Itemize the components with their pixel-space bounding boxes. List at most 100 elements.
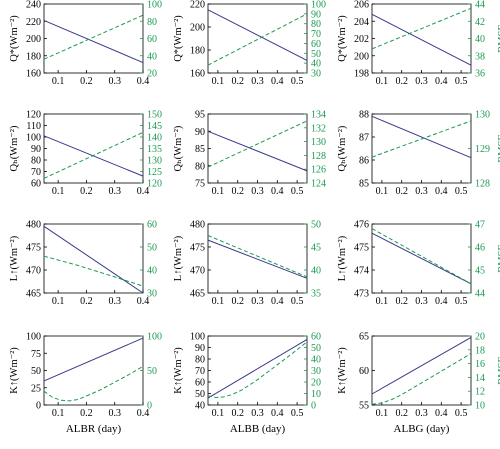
subplot-7: 0.1 0.2 0.3 0.4 465 470 475 480 30 40 50 60 L↑(Wm⁻²): [9, 220, 157, 308]
x-tick-label: 0.4: [137, 408, 150, 419]
y-tick-label: 100: [190, 332, 205, 343]
x-tick-label: 0.3: [108, 296, 121, 307]
y2-tick-label: 120: [147, 179, 162, 190]
y2-tick-label: 80: [311, 19, 321, 30]
y-tick-label: 87: [359, 133, 369, 144]
y2-tick-label: 40: [311, 355, 321, 366]
flux-series-line: [207, 338, 308, 399]
y-tick-label: 476: [354, 220, 369, 231]
y-axis-label: Q*(Wm⁻²): [173, 15, 184, 62]
y2-tick-label: 20: [311, 378, 321, 389]
x-tick-label: 0.4: [271, 408, 284, 419]
y2-tick-label: 40: [147, 266, 157, 277]
x-tick-label: 0.5: [455, 76, 468, 87]
y-tick-label: 200: [26, 34, 41, 45]
y2-tick-label: 134: [311, 110, 326, 121]
y-tick-label: 198: [354, 69, 369, 80]
y-tick-label: 470: [26, 266, 41, 277]
y2-tick-label: 60: [147, 220, 157, 231]
y-tick-label: 75: [31, 349, 41, 360]
x-tick-label: 0.3: [251, 408, 264, 419]
rmse-series-line: [43, 365, 144, 402]
rmse-series-line: [207, 341, 308, 399]
x-tick-label: 0.4: [435, 186, 448, 197]
y2-tick-label: 60: [311, 39, 321, 50]
y-axis-label: Qₕ(Wm⁻²): [337, 125, 348, 171]
y2-tick-label: 125: [147, 167, 162, 178]
y-tick-label: 40: [195, 401, 205, 412]
flux-series-line: [207, 9, 308, 61]
x-tick-label: 0.2: [231, 76, 244, 87]
x-tick-label: 0.2: [80, 186, 93, 197]
y2-tick-label: 135: [147, 144, 162, 155]
y2-tick-label: 130: [475, 110, 490, 121]
y2-tick-label: 20: [475, 332, 485, 343]
x-axis-label: ALBB (day): [230, 423, 286, 435]
y2-tick-label: 35: [311, 289, 321, 300]
y-tick-label: 80: [195, 161, 205, 172]
x-tick-label: 0.2: [231, 408, 244, 419]
y-tick-label: 75: [195, 179, 205, 190]
y-tick-label: 470: [190, 266, 205, 277]
flux-series-line: [43, 337, 144, 382]
y2-tick-label: 10: [475, 401, 485, 412]
y2-tick-label: 145: [147, 121, 162, 132]
y2-tick-label: 40: [475, 34, 485, 45]
y-tick-label: 475: [354, 243, 369, 254]
y2-tick-label: 10: [311, 389, 321, 400]
y-tick-label: 50: [31, 366, 41, 377]
y2-tick-label: 45: [311, 243, 321, 254]
y2-tick-label: 30: [311, 69, 321, 80]
y2-tick-label: 50: [311, 49, 321, 60]
x-tick-label: 0.1: [52, 186, 65, 197]
y-tick-label: 65: [359, 332, 369, 343]
plot-frame: [43, 113, 144, 184]
x-tick-label: 0.2: [231, 186, 244, 197]
y-axis-label: L↑(Wm⁻²): [9, 235, 20, 281]
y-tick-label: 480: [190, 220, 205, 231]
x-tick-label: 0.1: [376, 76, 389, 87]
x-tick-label: 0.3: [108, 408, 121, 419]
x-tick-label: 0.1: [376, 296, 389, 307]
y2-tick-label: 38: [475, 51, 485, 62]
x-tick-label: 0.1: [52, 76, 65, 87]
x-tick-label: 0.3: [108, 76, 121, 87]
y2-tick-label: 80: [147, 17, 157, 28]
x-tick-label: 0.1: [212, 296, 225, 307]
y2-tick-label: 46: [475, 243, 485, 254]
x-tick-label: 0.1: [212, 76, 225, 87]
y2-tick-label: 100: [311, 0, 326, 11]
y-tick-label: 25: [31, 383, 41, 394]
x-tick-label: 0.4: [271, 76, 284, 87]
y2-tick-label: 40: [311, 266, 321, 277]
y-tick-label: 204: [354, 17, 369, 28]
y-tick-label: 475: [190, 243, 205, 254]
x-tick-label: 0.1: [376, 408, 389, 419]
y-tick-label: 202: [354, 34, 369, 45]
y-tick-label: 50: [195, 389, 205, 400]
x-tick-label: 0.3: [415, 296, 428, 307]
y2-tick-label: 90: [311, 9, 321, 20]
x-tick-label: 0.2: [231, 296, 244, 307]
x-tick-label: 0.2: [395, 296, 408, 307]
x-tick-label: 0.2: [395, 76, 408, 87]
y2-axis-label: RMSE: [497, 134, 500, 163]
y2-tick-label: 36: [475, 69, 485, 80]
y2-tick-label: 60: [311, 332, 321, 343]
plot-frame: [207, 113, 308, 184]
y-axis-label: L↑(Wm⁻²): [173, 235, 184, 281]
rmse-series-line: [43, 131, 144, 179]
x-tick-label: 0.3: [108, 186, 121, 197]
y2-tick-label: 42: [475, 17, 485, 28]
y-tick-label: 80: [31, 156, 41, 167]
y2-tick-label: 30: [311, 366, 321, 377]
y-tick-label: 80: [195, 355, 205, 366]
flux-series-line: [371, 13, 472, 66]
y2-tick-label: 30: [147, 289, 157, 300]
y-tick-label: 55: [359, 401, 369, 412]
y2-tick-label: 50: [147, 366, 157, 377]
y-tick-label: 60: [359, 366, 369, 377]
y2-tick-label: 60: [147, 34, 157, 45]
x-tick-label: 0.4: [435, 76, 448, 87]
